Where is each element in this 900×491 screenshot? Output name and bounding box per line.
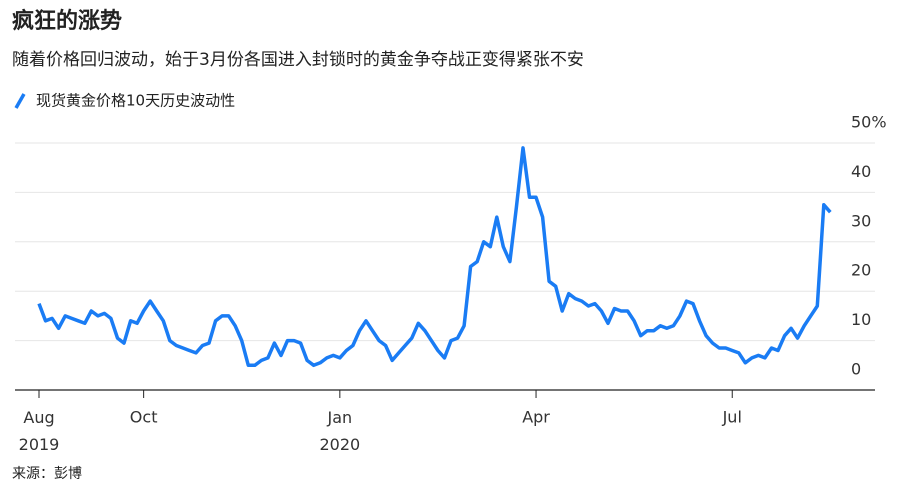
y-tick-label: 10 <box>851 310 871 329</box>
x-tick-label: Jul <box>722 408 742 427</box>
y-tick-label: 40 <box>851 162 871 181</box>
x-tick-label: Jan 2020 <box>319 408 360 454</box>
chart-subtitle: 随着价格回归波动，始于3月份各国进入封锁时的黄金争夺战正变得紧张不安 <box>12 50 584 70</box>
legend-label: 现货黄金价格10天历史波动性 <box>36 92 235 110</box>
y-tick-label: 0 <box>851 360 861 379</box>
y-tick-label: 30 <box>851 211 871 230</box>
x-tick-label: Oct <box>130 408 158 427</box>
legend-swatch <box>14 93 26 109</box>
y-tick-label: 20 <box>851 261 871 280</box>
x-tick-label: Aug 2019 <box>19 408 60 454</box>
y-tick-label: 50% <box>851 113 887 132</box>
chart-title: 疯狂的涨势 <box>12 8 122 34</box>
source: 来源：彭博 <box>12 465 82 482</box>
data-line <box>37 146 832 368</box>
x-tick-label: Apr <box>522 408 550 427</box>
